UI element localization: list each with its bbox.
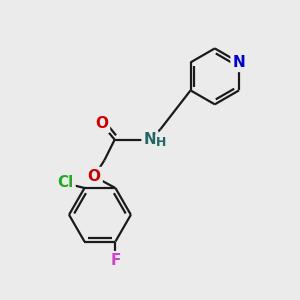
Text: H: H xyxy=(156,136,166,148)
Text: F: F xyxy=(110,253,121,268)
Text: O: O xyxy=(95,116,108,131)
Text: Cl: Cl xyxy=(57,175,74,190)
Text: O: O xyxy=(88,169,100,184)
Text: N: N xyxy=(144,132,156,147)
Text: N: N xyxy=(232,55,245,70)
